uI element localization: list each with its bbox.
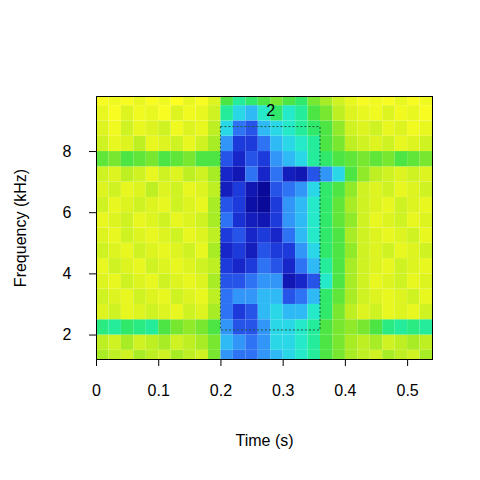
svg-text:Time (s): Time (s): [235, 432, 293, 449]
svg-text:0.2: 0.2: [210, 382, 232, 399]
svg-text:0.3: 0.3: [272, 382, 294, 399]
svg-text:4: 4: [63, 265, 72, 282]
svg-text:0: 0: [92, 382, 101, 399]
svg-text:Frequency (kHz): Frequency (kHz): [12, 169, 29, 287]
svg-text:6: 6: [63, 204, 72, 221]
svg-text:2: 2: [266, 102, 275, 119]
svg-text:8: 8: [63, 143, 72, 160]
svg-text:0.1: 0.1: [148, 382, 170, 399]
svg-text:0.4: 0.4: [334, 382, 356, 399]
svg-text:0.5: 0.5: [396, 382, 418, 399]
svg-text:2: 2: [63, 326, 72, 343]
